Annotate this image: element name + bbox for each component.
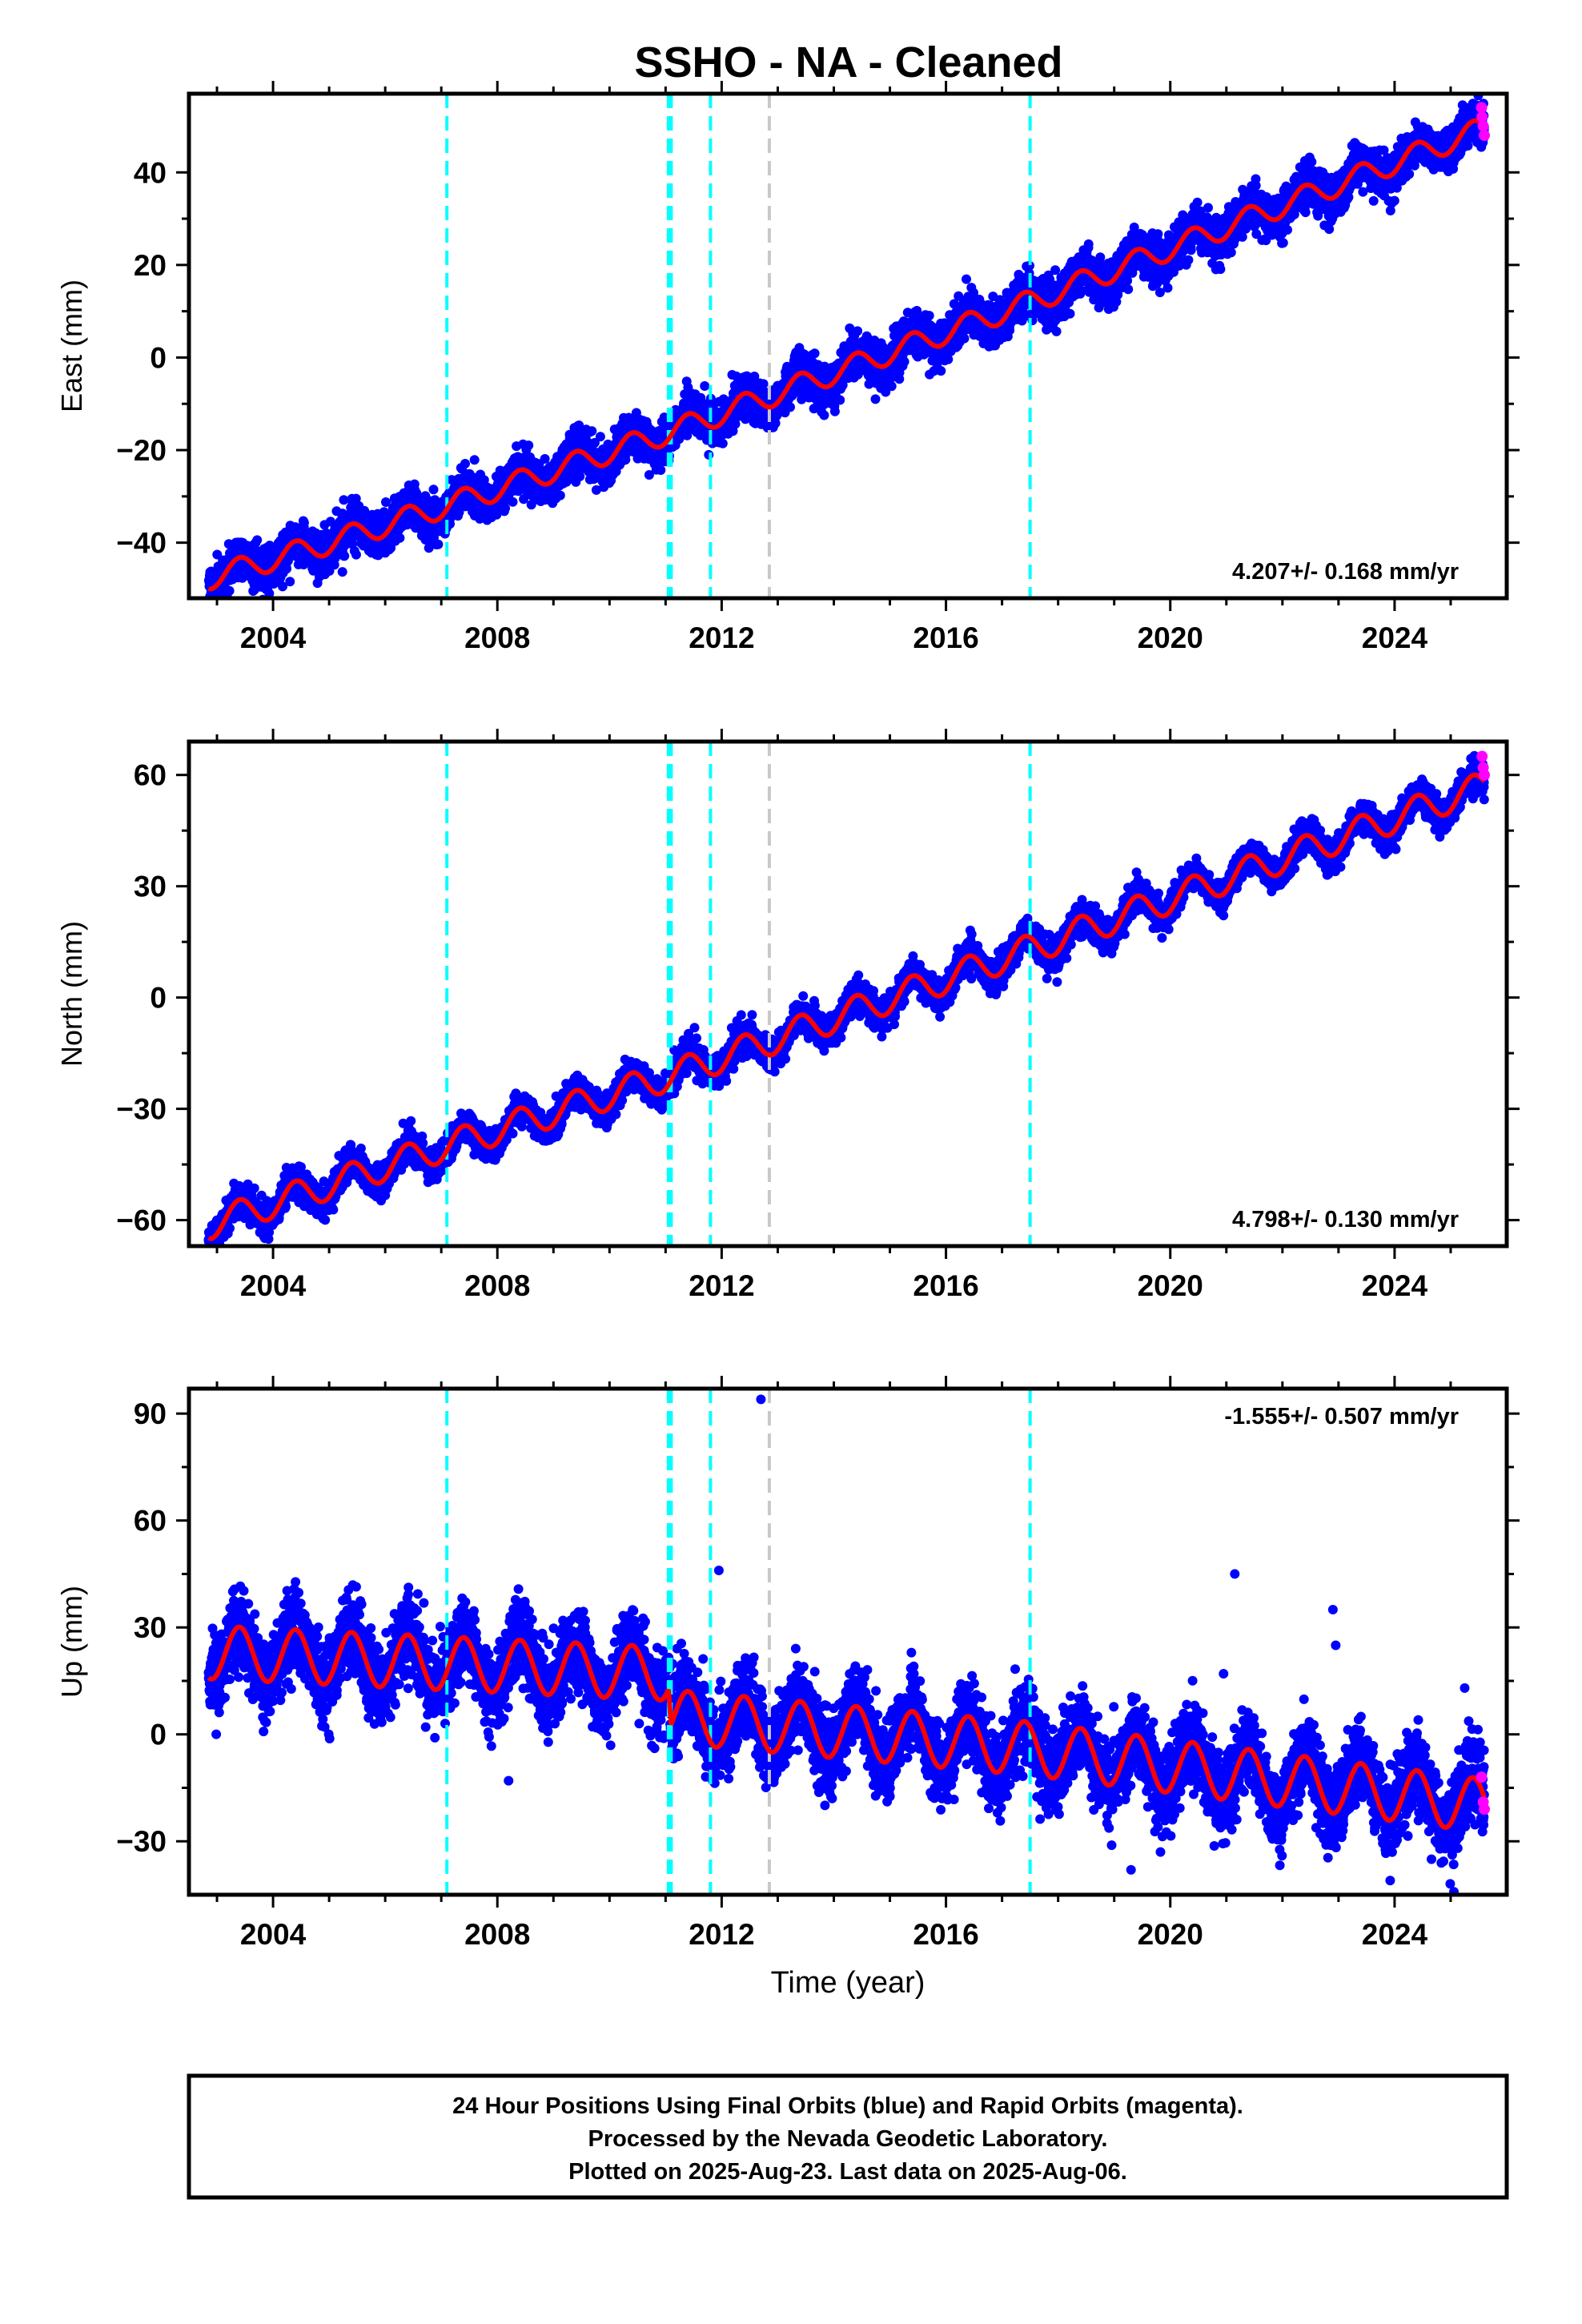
- data-point: [704, 449, 714, 460]
- plot-area: [203, 94, 1490, 613]
- data-point: [224, 585, 235, 596]
- data-point: [339, 495, 349, 505]
- data-point: [829, 406, 840, 416]
- data-point: [351, 549, 361, 560]
- data-point: [299, 517, 309, 528]
- data-point: [381, 497, 391, 507]
- figure-title: SSHO - NA - Cleaned: [634, 38, 1062, 86]
- data-point: [1005, 325, 1015, 336]
- data-point: [337, 567, 347, 577]
- data-point: [809, 348, 820, 359]
- data-point: [524, 440, 534, 451]
- final-orbit-points: [203, 94, 1489, 613]
- data-point: [555, 490, 565, 501]
- data-point: [211, 604, 220, 613]
- data-point: [656, 465, 666, 475]
- data-point: [428, 485, 439, 495]
- data-point: [924, 311, 934, 321]
- data-point: [500, 503, 511, 513]
- data-point: [285, 577, 295, 587]
- data-point: [224, 604, 234, 613]
- data-point: [595, 432, 605, 442]
- data-point: [936, 366, 946, 376]
- data-point: [460, 459, 470, 468]
- data-point: [347, 538, 358, 549]
- data-point: [819, 410, 829, 420]
- data-point: [339, 551, 350, 561]
- data-point: [283, 556, 293, 566]
- data-point: [508, 497, 518, 507]
- data-point: [835, 395, 845, 405]
- data-point: [700, 381, 710, 391]
- data-point: [252, 535, 263, 545]
- data-point: [575, 471, 585, 481]
- data-point: [870, 394, 881, 404]
- data-point: [469, 455, 480, 465]
- data-point: [962, 274, 971, 284]
- data-point: [758, 379, 769, 389]
- data-point: [264, 589, 275, 598]
- data-point: [587, 426, 597, 436]
- data-point: [278, 581, 287, 592]
- data-point: [351, 493, 361, 504]
- data-point: [785, 402, 795, 412]
- data-point: [899, 356, 909, 367]
- data-point: [886, 381, 897, 392]
- data-point: [395, 533, 405, 543]
- data-point: [853, 326, 863, 336]
- data-point: [717, 438, 728, 448]
- data-point: [959, 333, 970, 344]
- data-point: [433, 539, 444, 549]
- panel-east: 2004 2008 2012 2016 2020 2024−40−2002040East …: [55, 81, 1520, 654]
- data-point: [282, 564, 291, 574]
